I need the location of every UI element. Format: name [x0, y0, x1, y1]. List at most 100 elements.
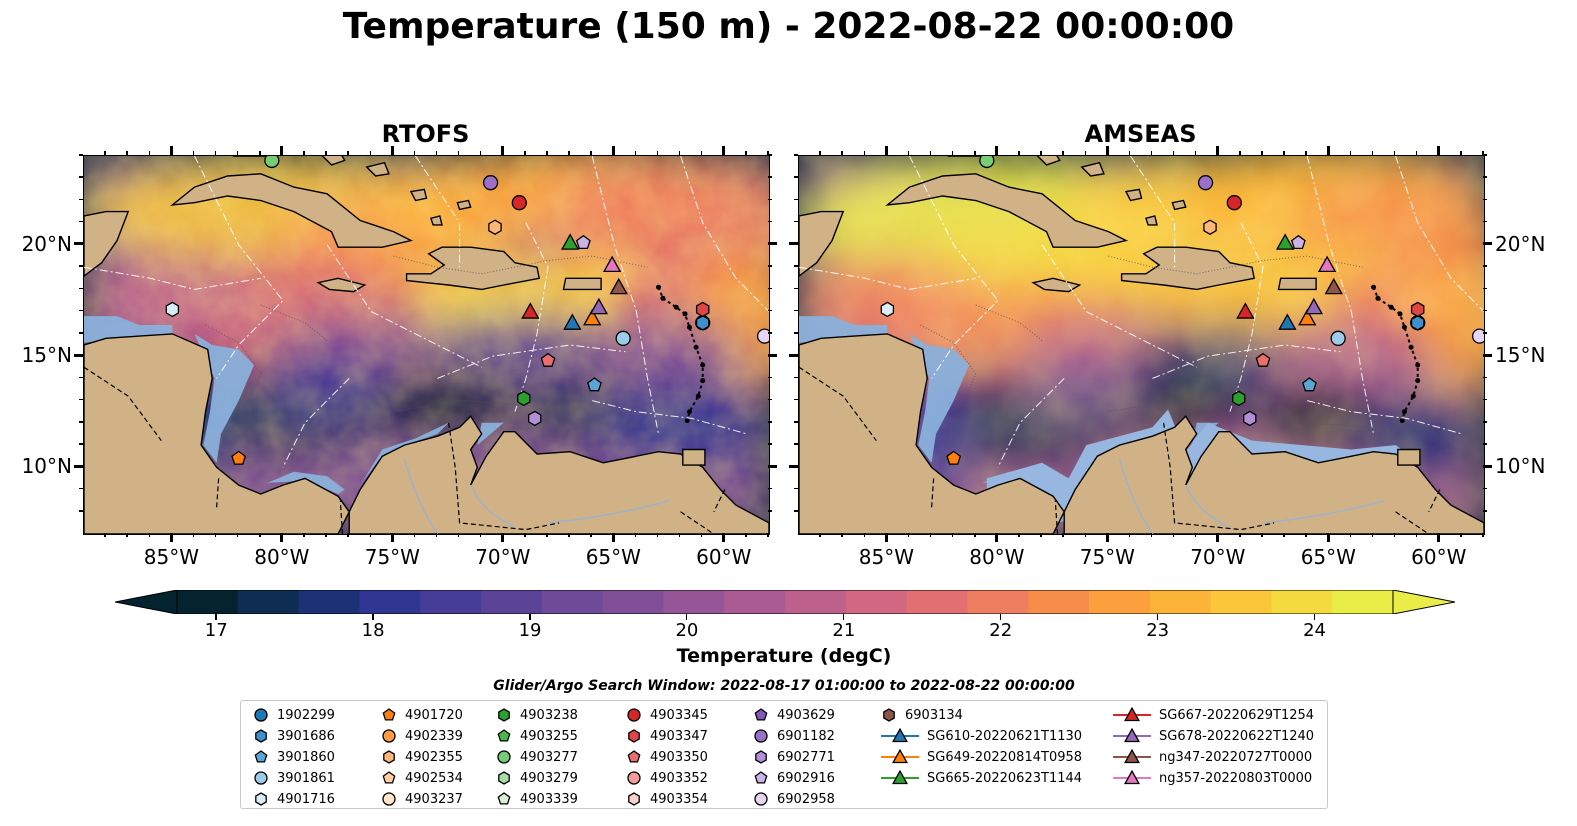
legend-item-label: 4901716 [277, 791, 335, 807]
legend-item-label: 4902339 [405, 728, 463, 744]
platform-marker[interactable] [583, 308, 602, 326]
platform-marker[interactable] [528, 410, 542, 427]
x-tick-top [1194, 151, 1197, 155]
x-tick-bottom [501, 533, 505, 542]
platform-marker[interactable] [609, 277, 628, 295]
platform-marker[interactable] [615, 330, 631, 346]
platform-marker[interactable] [1236, 302, 1255, 319]
y-tick-right [1483, 220, 1487, 223]
hexagon-marker-icon [255, 792, 267, 806]
platform-marker[interactable] [488, 219, 502, 235]
legend-item: 1902299 [253, 705, 335, 725]
platform-marker[interactable] [756, 328, 769, 344]
platform-marker[interactable] [165, 301, 180, 318]
platform-marker[interactable] [880, 301, 895, 318]
colorbar-tick-label: 24 [1303, 620, 1326, 641]
platform-marker[interactable] [1226, 195, 1242, 211]
platform-marker[interactable] [946, 450, 962, 465]
platform-marker[interactable] [602, 255, 622, 273]
hexagon-marker-icon [383, 750, 395, 764]
platform-marker[interactable] [1197, 175, 1214, 191]
legend-item: 6902916 [753, 768, 835, 788]
x-tick-bottom [1150, 533, 1153, 537]
platform-marker[interactable] [1317, 255, 1337, 273]
platform-marker[interactable] [1203, 219, 1217, 235]
platform-marker[interactable] [1255, 352, 1271, 367]
platform-marker[interactable] [1324, 277, 1343, 295]
platform-marker[interactable] [563, 313, 582, 330]
platform-marker[interactable] [1232, 390, 1246, 407]
y-tick-right [768, 376, 772, 379]
platform-marker[interactable] [1330, 330, 1346, 346]
x-tick-top [479, 151, 482, 155]
legend-item-label: SG649-20220814T0958 [927, 749, 1083, 765]
platform-marker[interactable] [1410, 301, 1425, 318]
platform-marker[interactable] [1410, 315, 1425, 331]
platform-marker[interactable] [1290, 234, 1306, 250]
x-tick-top [390, 146, 394, 155]
platform-marker[interactable] [1302, 377, 1317, 392]
platform-marker[interactable] [695, 315, 710, 331]
platform-marker[interactable] [560, 233, 580, 250]
x-tick-bottom [656, 533, 659, 537]
platform-marker[interactable] [589, 297, 609, 315]
platform-marker[interactable] [1471, 328, 1484, 344]
x-tick-bottom [148, 533, 151, 537]
platform-marker[interactable] [264, 156, 280, 169]
platform-marker[interactable] [521, 302, 540, 319]
panel-title-amseas: AMSEAS [1084, 120, 1197, 148]
y-tick-right [1483, 287, 1487, 290]
platform-marker[interactable] [1243, 410, 1257, 427]
y-tick-left [79, 376, 83, 379]
y-tick-right [1483, 176, 1487, 178]
x-tick-bottom [1305, 533, 1307, 537]
x-tick-top [590, 151, 592, 155]
y-tick-left [794, 176, 798, 178]
pentagon-marker-icon [754, 771, 768, 784]
x-tick-bottom [1261, 533, 1263, 537]
legend-item-label: 4902534 [405, 770, 463, 786]
map-panel-amseas[interactable] [798, 155, 1485, 535]
platform-marker[interactable] [1278, 313, 1297, 330]
colorbar-tick-label: 19 [518, 620, 542, 641]
y-tick-left [789, 353, 798, 357]
x-tick-bottom [767, 533, 769, 537]
platform-marker[interactable] [575, 234, 591, 250]
platform-marker[interactable] [540, 352, 556, 367]
hexagon-marker-icon [628, 792, 640, 806]
circle-marker-icon [254, 771, 268, 785]
x-tick-top [1482, 151, 1484, 155]
legend-item: 4903629 [753, 705, 835, 725]
platform-marker[interactable] [587, 377, 602, 392]
y-tick-left [794, 510, 798, 512]
platform-marker[interactable] [1298, 308, 1317, 326]
legend-item: 4903339 [496, 789, 578, 809]
legend-item-label: 4903345 [650, 707, 708, 723]
y-tick-left [794, 376, 798, 379]
platform-marker[interactable] [695, 301, 710, 318]
platform-marker[interactable] [517, 390, 531, 407]
x-tick-bottom [1105, 533, 1109, 542]
figure-title: Temperature (150 m) - 2022-08-22 00:00:0… [342, 6, 1235, 47]
x-tick-bottom [126, 533, 128, 537]
x-tick-bottom [678, 533, 681, 537]
x-tick-top [524, 151, 526, 155]
platform-marker[interactable] [1275, 233, 1295, 250]
legend-item: 3901861 [253, 768, 335, 788]
x-tick-top [192, 151, 195, 155]
map-panel-rtofs[interactable] [83, 155, 770, 535]
platform-marker[interactable] [1304, 297, 1324, 315]
platform-marker[interactable] [979, 156, 995, 169]
colorbar-tick [215, 614, 217, 620]
legend-item: ng347-20220727T0000 [1113, 747, 1312, 767]
platform-marker[interactable] [511, 195, 527, 211]
circle-marker-icon [382, 792, 396, 806]
y-tick-right [1483, 464, 1492, 468]
y-tick-left [79, 176, 83, 178]
hexagon-marker-icon [255, 729, 267, 743]
x-tick-bottom [1194, 533, 1197, 537]
x-tick-top [1326, 146, 1330, 155]
platform-marker[interactable] [231, 450, 247, 465]
legend-item-label: SG678-20220622T1240 [1159, 728, 1315, 744]
platform-marker[interactable] [482, 175, 499, 191]
